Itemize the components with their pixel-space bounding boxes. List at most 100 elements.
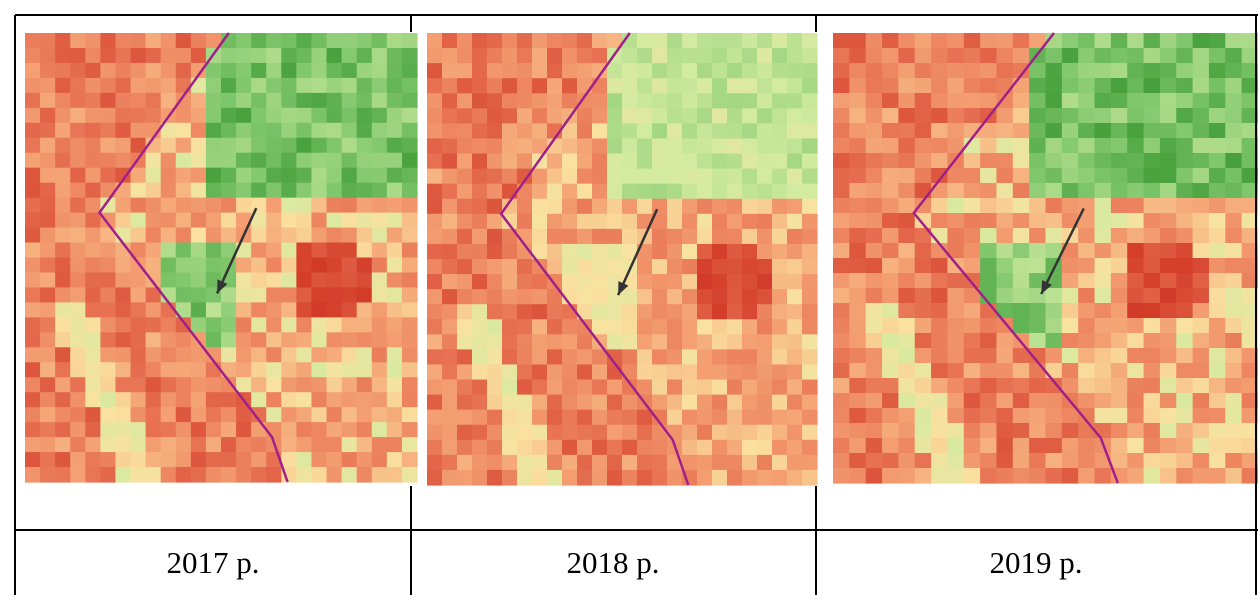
pixel (772, 244, 788, 260)
pixel (236, 153, 252, 169)
pixel (532, 184, 548, 200)
pixel (402, 407, 418, 423)
pixel (772, 169, 788, 185)
pixel (697, 274, 713, 290)
pixel (833, 183, 850, 199)
pixel (442, 395, 458, 411)
pixel (457, 199, 473, 215)
pixel (1193, 198, 1210, 214)
pixel (849, 48, 866, 64)
pixel (697, 229, 713, 245)
pixel (146, 377, 162, 393)
pixel (712, 138, 728, 154)
pixel (1013, 228, 1030, 244)
pixel (146, 78, 162, 94)
pixel (1046, 213, 1063, 229)
pixel (402, 108, 418, 124)
pixel (849, 183, 866, 199)
pixel (1225, 288, 1242, 304)
pixel (161, 272, 177, 288)
pixel (342, 467, 358, 483)
pixel (637, 364, 653, 380)
pixel (1029, 78, 1046, 94)
pixel (980, 48, 997, 64)
pixel (532, 455, 548, 471)
pixel (25, 302, 41, 318)
pixel (40, 243, 56, 259)
pixel (577, 455, 593, 471)
pixel (70, 48, 86, 64)
pixel (296, 183, 312, 199)
pixel (442, 334, 458, 350)
pixel (577, 48, 593, 64)
pixel (697, 33, 713, 49)
pixel (266, 48, 282, 64)
pixel (1078, 243, 1095, 259)
pixel (1029, 393, 1046, 409)
pixel (1160, 273, 1177, 289)
pixel (100, 317, 116, 333)
pixel (442, 123, 458, 139)
pixel (342, 78, 358, 94)
pixel (327, 243, 343, 259)
pixel (161, 93, 177, 109)
pixel (206, 422, 222, 438)
pixel (427, 199, 443, 215)
pixel (697, 48, 713, 64)
pixel (296, 213, 312, 229)
pixel (402, 347, 418, 363)
pixel (898, 63, 915, 79)
pixel (1046, 408, 1063, 424)
pixel (1078, 168, 1095, 184)
pixel (1013, 213, 1030, 229)
pixel (311, 78, 327, 94)
pixel (682, 259, 698, 275)
pixel (191, 108, 207, 124)
pixel (327, 392, 343, 408)
pixel (931, 393, 948, 409)
pixel (849, 393, 866, 409)
pixel (697, 93, 713, 109)
pixel (547, 440, 563, 456)
pixel (266, 78, 282, 94)
pixel (85, 138, 101, 154)
pixel (1029, 63, 1046, 79)
pixel (697, 108, 713, 124)
pixel (25, 437, 41, 453)
pixel (357, 467, 373, 483)
pixel (70, 243, 86, 259)
pixel (311, 153, 327, 169)
pixel (517, 108, 533, 124)
pixel (115, 272, 131, 288)
pixel (1127, 93, 1144, 109)
pixel (652, 274, 668, 290)
pixel (637, 304, 653, 320)
pixel (882, 123, 899, 139)
pixel (176, 63, 192, 79)
pixel (457, 274, 473, 290)
pixel (161, 317, 177, 333)
pixel (517, 410, 533, 426)
pixel (131, 422, 147, 438)
pixel (898, 438, 915, 454)
pixel (1078, 138, 1095, 154)
pixel (206, 452, 222, 468)
pixel (40, 93, 56, 109)
pixel (697, 199, 713, 215)
pixel (427, 169, 443, 185)
pixel (115, 108, 131, 124)
pixel (402, 63, 418, 79)
pixel (996, 273, 1013, 289)
pixel (487, 289, 503, 305)
pixel (1176, 318, 1193, 334)
pixel (342, 437, 358, 453)
pixel (1127, 213, 1144, 229)
pixel (947, 348, 964, 364)
pixel (266, 467, 282, 483)
pixel (161, 243, 177, 259)
pixel (833, 228, 850, 244)
pixel (427, 33, 443, 49)
pixel (442, 154, 458, 170)
pixel (487, 138, 503, 154)
pixel (387, 78, 403, 94)
